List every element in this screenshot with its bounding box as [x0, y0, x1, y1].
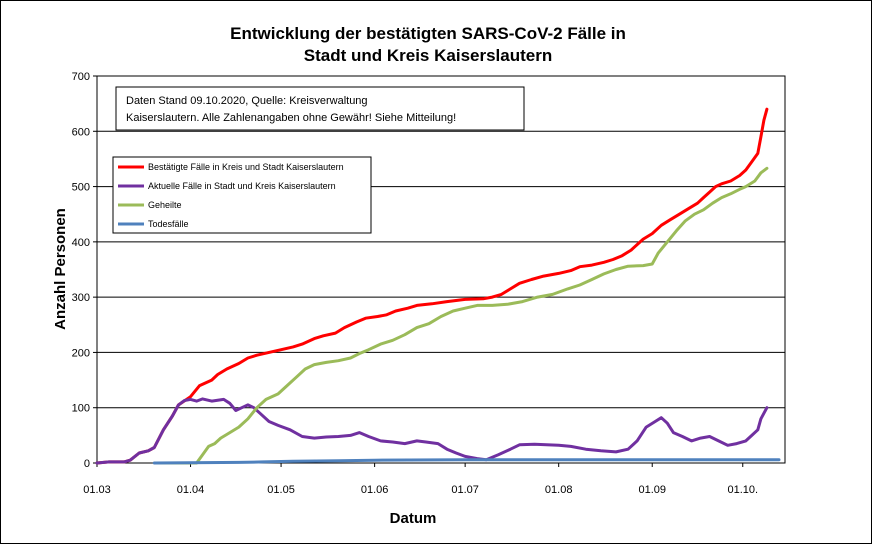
- chart-title-line-1: Entwicklung der bestätigten SARS-CoV-2 F…: [230, 24, 626, 43]
- y-tick-label-100: 100: [72, 403, 90, 415]
- x-tick-label-7: 01.10.: [727, 484, 758, 496]
- y-tick-label-200: 200: [72, 347, 90, 359]
- series-lines: [95, 107, 781, 465]
- x-tick-label-5: 01.08: [545, 484, 573, 496]
- annotation-line-2: Kaiserslautern. Alle Zahlenangaben ohne …: [126, 112, 456, 124]
- x-tick-label-4: 01.07: [451, 484, 479, 496]
- x-tick-label-2: 01.05: [267, 484, 295, 496]
- series-line-3: [152, 458, 781, 465]
- x-tick-label-3: 01.06: [361, 484, 389, 496]
- y-tick-label-0: 0: [84, 458, 90, 470]
- chart-title-line-2: Stadt und Kreis Kaiserslautern: [304, 46, 552, 65]
- x-tick-label-6: 01.09: [638, 484, 666, 496]
- tick-labels: 0 100 200 300 400 500 600 700 01.03 01.04 01.05 01.…: [72, 71, 758, 496]
- legend-entry-1: Aktuelle Fälle in Stadt und Kreis Kaiser…: [148, 181, 336, 191]
- legend-entry-0: Bestätigte Fälle in Kreis und Stadt Kais…: [148, 162, 344, 172]
- annotation-line-1: Daten Stand 09.10.2020, Quelle: Kreisver…: [126, 95, 368, 107]
- x-axis-label: Datum: [390, 510, 437, 527]
- series-line-2: [155, 166, 769, 465]
- series-line-0: [95, 107, 769, 465]
- y-tick-label-400: 400: [72, 237, 90, 249]
- y-tick-label-500: 500: [72, 182, 90, 194]
- y-tick-label-700: 700: [72, 71, 90, 83]
- y-tick-label-600: 600: [72, 126, 90, 138]
- y-axis-label: Anzahl Personen: [52, 208, 69, 330]
- x-tick-label-0: 01.03: [83, 484, 111, 496]
- legend-entry-2: Geheilte: [148, 200, 182, 210]
- legend: Bestätigte Fälle in Kreis und Stadt Kais…: [112, 156, 372, 234]
- plot-area-border: [96, 75, 786, 464]
- x-tick-label-1: 01.04: [177, 484, 205, 496]
- y-tick-label-300: 300: [72, 292, 90, 304]
- series-line-1: [95, 397, 769, 465]
- legend-entry-3: Todesfälle: [148, 219, 189, 229]
- annotation-box: Daten Stand 09.10.2020, Quelle: Kreisver…: [115, 86, 525, 131]
